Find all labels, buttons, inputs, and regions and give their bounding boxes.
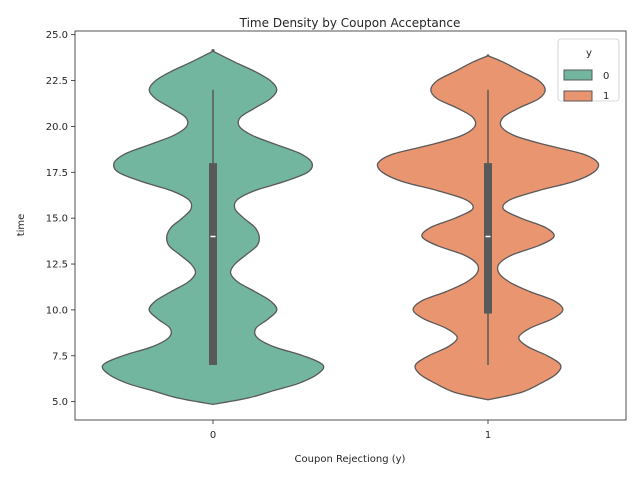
y-tick-label-8: 25.0 (46, 30, 68, 41)
chart-title: Time Density by Coupon Acceptance (239, 16, 461, 30)
y-tick-label-5: 17.5 (46, 168, 68, 179)
y-tick-label-7: 22.5 (46, 76, 68, 87)
y-tick-label-3: 12.5 (46, 260, 68, 271)
legend-label-1: 1 (603, 91, 609, 102)
iqr-box-1 (484, 163, 492, 314)
legend: y 0 1 (557, 38, 620, 102)
box-layer (209, 89, 492, 365)
y-axis-label: time (16, 214, 27, 237)
x-axis-label: Coupon Rejectiong (y) (295, 454, 406, 465)
y-tick-label-0: 5.0 (52, 397, 68, 408)
y-axis: 5.0 7.5 10.0 12.5 15.0 17.5 20.0 22.5 25.0 (46, 30, 75, 408)
legend-swatch-1 (563, 90, 593, 102)
legend-title: y (586, 48, 592, 59)
y-tick-label-2: 10.0 (46, 305, 68, 316)
x-tick-label-0: 0 (210, 430, 216, 441)
y-tick-label-6: 20.0 (46, 122, 68, 133)
plot-frame (74, 30, 627, 421)
legend-swatch-0 (563, 69, 593, 81)
y-tick-label-4: 15.0 (46, 214, 68, 225)
iqr-box-0 (209, 163, 217, 365)
y-tick-label-1: 7.5 (52, 351, 68, 362)
x-tick-label-1: 1 (485, 430, 491, 441)
legend-label-0: 0 (603, 71, 609, 82)
